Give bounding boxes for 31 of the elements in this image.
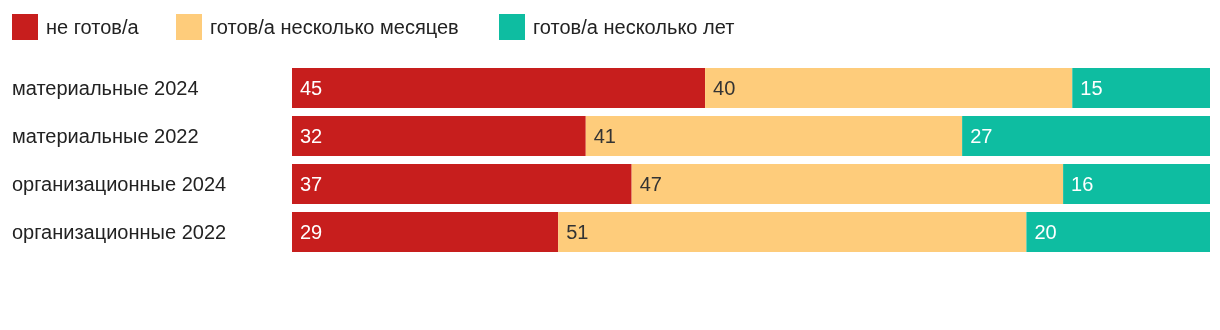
data-label: 40	[713, 77, 736, 99]
data-label: 37	[300, 173, 323, 195]
legend-label: готов/а несколько месяцев	[210, 16, 459, 38]
bar	[585, 116, 963, 156]
bar	[705, 68, 1073, 108]
data-label: 41	[593, 125, 617, 147]
bar	[558, 212, 1027, 252]
data-label: 29	[300, 221, 323, 243]
bar	[292, 116, 586, 156]
y-tick-label: материальные 2022	[12, 125, 199, 147]
bar	[292, 212, 559, 252]
bar	[1026, 212, 1210, 252]
data-label: 16	[1071, 173, 1094, 195]
bar	[1072, 68, 1210, 108]
data-label: 15	[1080, 77, 1103, 99]
data-label: 51	[566, 221, 589, 243]
data-label: 47	[639, 173, 662, 195]
y-tick-label: организационные 2022	[12, 221, 227, 243]
bar	[1063, 164, 1210, 204]
legend-label: готов/а несколько лет	[533, 16, 735, 38]
data-label: 27	[970, 125, 993, 147]
bar	[631, 164, 1064, 204]
bar	[292, 68, 706, 108]
y-tick-label: организационные 2024	[12, 173, 227, 195]
bar	[962, 116, 1210, 156]
y-tick-label: материальные 2024	[12, 77, 199, 99]
data-label: 45	[300, 77, 323, 99]
bar	[292, 164, 632, 204]
data-label: 32	[300, 125, 323, 147]
legend-label: не готов/а	[46, 16, 140, 38]
data-label: 20	[1034, 221, 1057, 243]
